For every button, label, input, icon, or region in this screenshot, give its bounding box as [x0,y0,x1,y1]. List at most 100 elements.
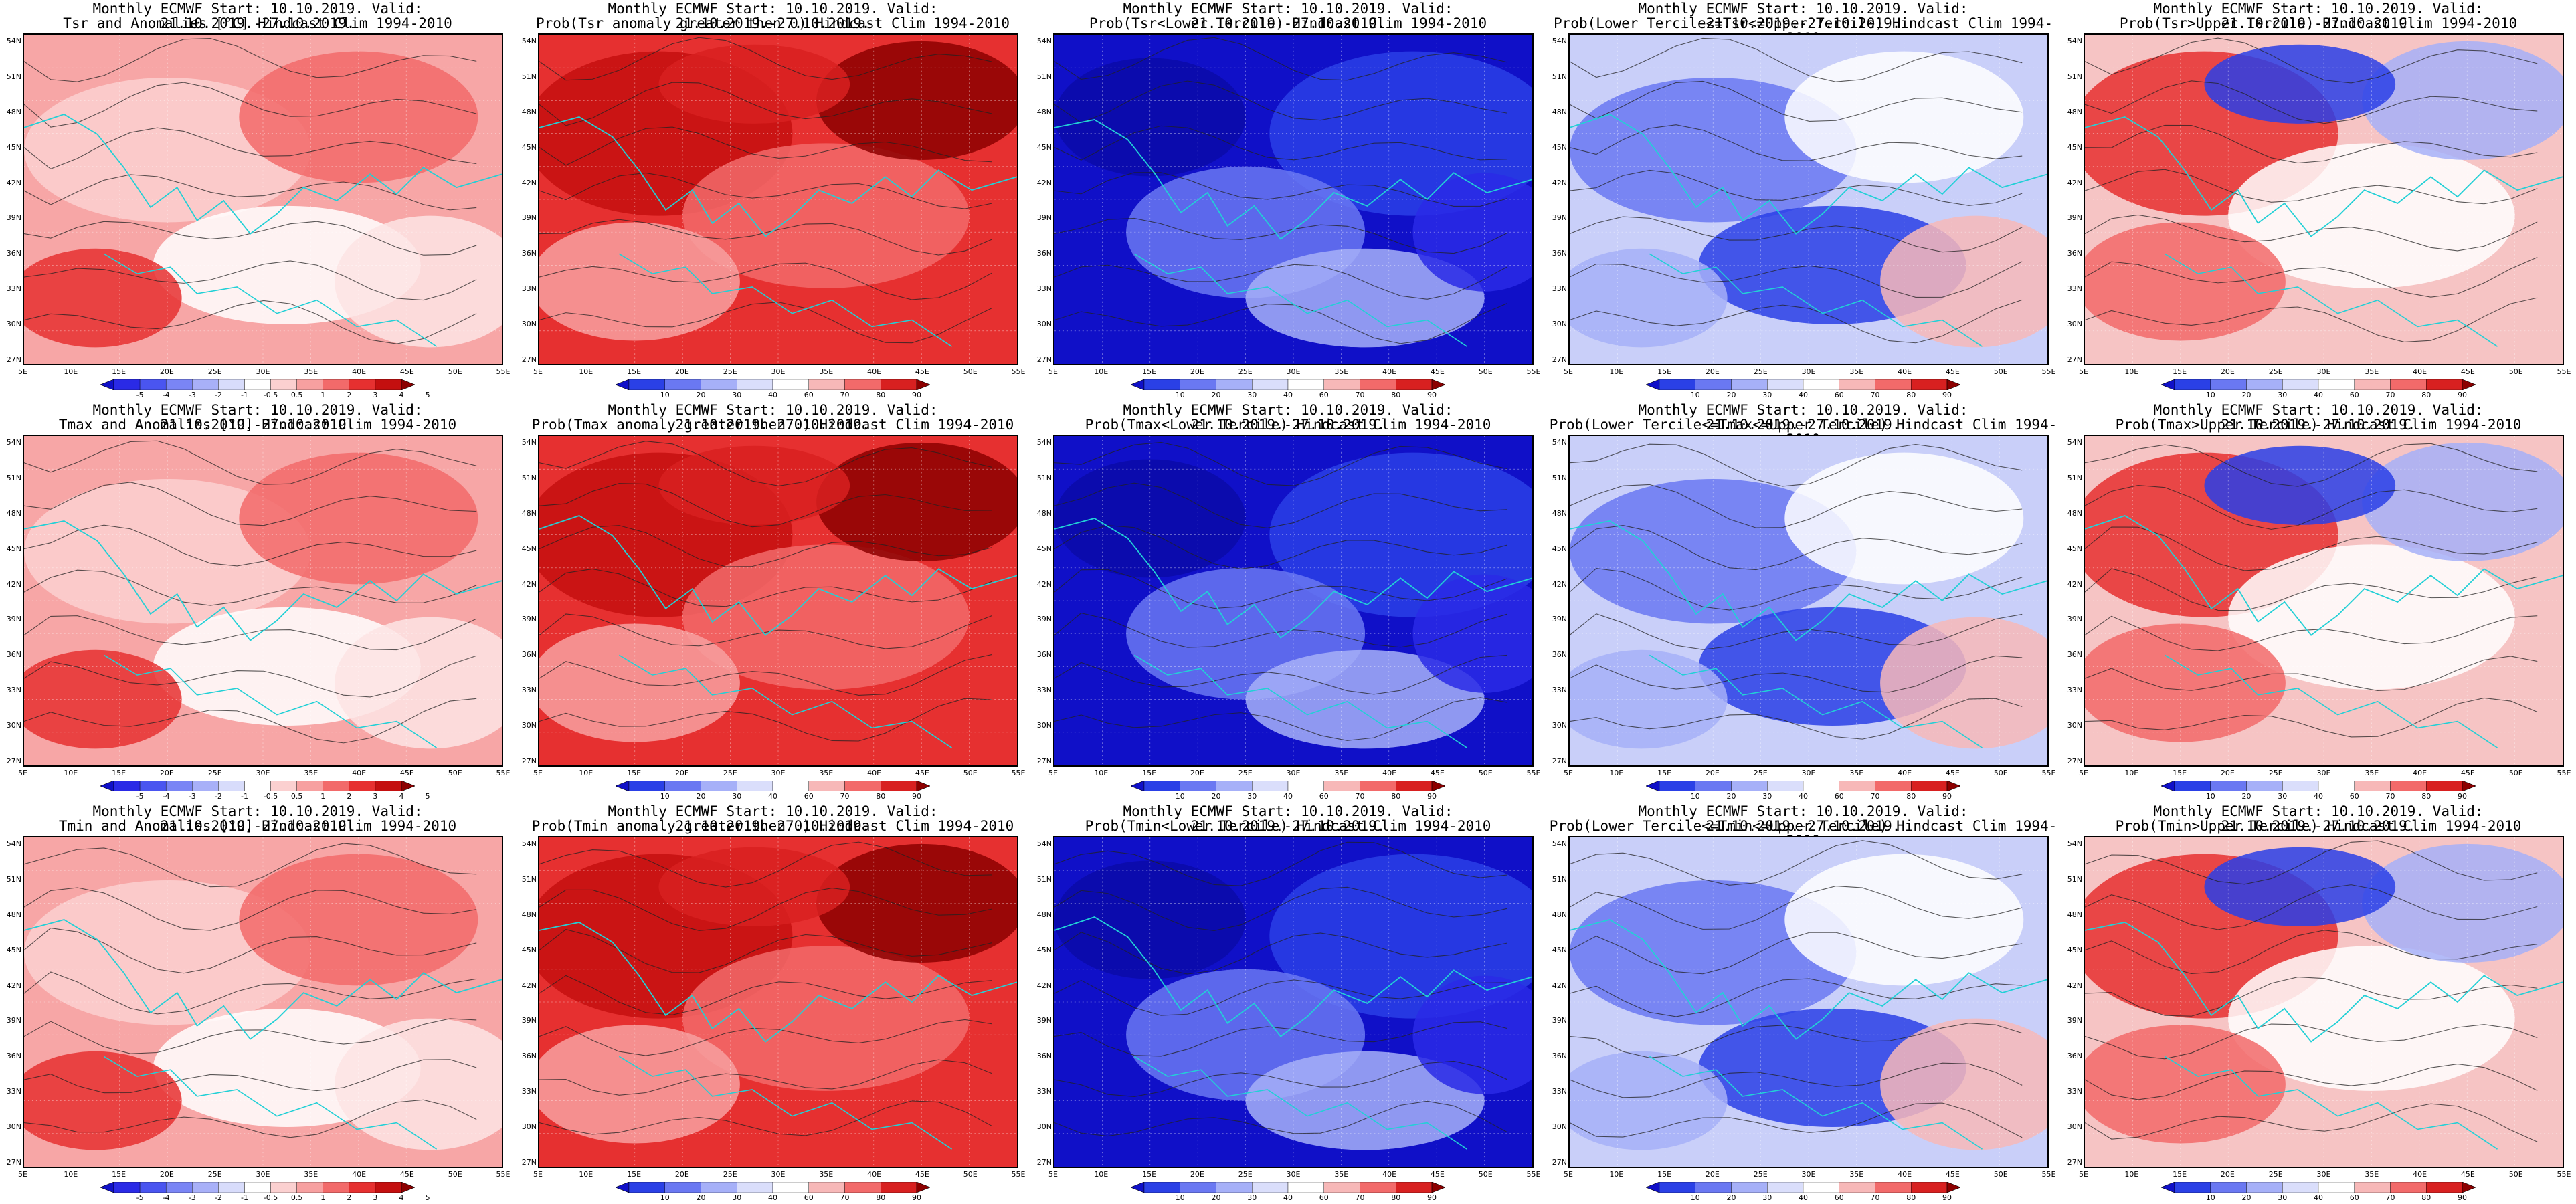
lat-tick-label: 48N [2067,508,2082,518]
colorbar-label: 1 [320,792,326,801]
colorbar-segment [375,781,402,791]
colorbar-label: 60 [804,1193,814,1202]
colorbar-label: 60 [2349,391,2359,399]
shaded-region [1269,452,1532,617]
lon-tick-label: 20E [1705,1170,1720,1179]
contour-line [2085,615,2538,651]
shaded-region [239,854,478,986]
lon-tick-label: 45E [2460,367,2475,376]
colorbar-label: -2 [214,792,222,801]
lon-tick-label: 25E [2268,367,2283,376]
lon-tick-label: 45E [1430,769,1445,777]
lat-tick-label: 33N [521,1087,537,1096]
colorbar-segment [844,781,881,791]
colorbar-label: 20 [2241,391,2251,399]
lat-tick-label: 36N [2067,249,2082,258]
colorbar-segment [1803,379,1839,390]
lat-tick-label: 42N [521,579,537,589]
lon-tick-label: 35E [2365,769,2379,777]
colorbar-label: 30 [1247,792,1257,801]
colorbar-segment [772,379,809,390]
lon-tick-label: 40E [352,769,367,777]
colorbar-segment [701,781,737,791]
lon-tick-label: 40E [2413,1170,2427,1179]
panel-title-line2: Prob(Tmax anomaly greater then 0) Hindca… [531,417,1014,433]
colorbar-segment [1731,1182,1768,1193]
colorbar-label: -0.5 [263,792,278,801]
colorbar-label: 40 [768,1193,777,1202]
contour-line [539,888,992,931]
coastline [539,116,1017,237]
lat-tick-label: 33N [2067,1087,2082,1096]
colorbar-label: 40 [1799,1193,1808,1202]
colorbar-label: 1 [320,391,326,399]
lat-tick-label: 54N [1036,37,1052,45]
lon-tick-label: 50E [2508,769,2523,777]
lon-tick-label: 25E [723,769,737,777]
colorbar-label: 30 [732,792,742,801]
colorbar-segment [2246,781,2283,791]
panel-title-line1: Monthly ECMWF Start: 10.10.2019. Valid: … [92,1,423,31]
colorbar-segment [375,379,402,390]
colorbar-label: 80 [2421,792,2431,801]
lon-tick-label: 15E [1657,367,1672,376]
lon-tick-label: 30E [771,1170,786,1179]
colorbar-label: 90 [1427,792,1437,801]
colorbar-arrow-high [1946,781,1960,791]
lon-tick-label: 55E [2557,367,2571,376]
contour-line [1054,264,1507,300]
shaded-region [1269,51,1532,216]
lat-tick-label: 54N [521,438,537,447]
contour-line [1054,303,1507,344]
lat-tick-label: 54N [1552,37,1567,45]
lon-tick-label: 40E [1898,367,1912,376]
lat-tick-label: 48N [1036,910,1052,919]
shaded-region [658,44,850,124]
lon-tick-label: 15E [2173,1170,2187,1179]
colorbar-segment [2282,379,2319,390]
colorbar-segment [1360,1182,1396,1193]
lon-tick-label: 30E [1286,769,1301,777]
lon-tick-label: 10E [579,1170,593,1179]
lat-tick-label: 51N [6,72,21,81]
contour-line [1570,261,2023,298]
colorbar-segment [1396,379,1433,390]
lat-tick-label: 42N [1036,579,1052,589]
panel-title-line1: Monthly ECMWF Start: 10.10.2019. Valid: … [2153,402,2484,433]
colorbar-segment [139,781,167,791]
contour-line [2085,214,2538,252]
colorbar-label: -1 [240,792,248,801]
lon-tick-label: 20E [159,367,174,376]
shaded-region [682,143,970,288]
shaded-region [1570,880,1857,1025]
colorbar-label: 30 [1762,391,1772,399]
coastline [24,520,502,641]
colorbar-segment [349,781,376,791]
lat-tick-label: 27N [1552,757,1567,765]
colorbar-label: 90 [912,391,921,399]
coastline [618,1056,952,1150]
colorbar-segment [664,781,701,791]
lat-tick-label: 42N [2067,981,2082,990]
contour-line [2085,568,2538,611]
colorbar-segment [113,1182,141,1193]
lat-tick-label: 39N [1552,213,1567,223]
colorbar-label: 30 [1247,391,1257,399]
shaded-region [1570,1051,1728,1150]
shaded-region [1570,649,1728,749]
lat-tick-label: 36N [1552,650,1567,660]
lat-tick-label: 30N [6,1122,21,1132]
contour-line [1570,80,2023,122]
lat-tick-label: 30N [1552,1122,1567,1132]
contour-line [539,975,992,1015]
lat-tick-label: 33N [1036,1087,1052,1096]
lon-tick-label: 50E [448,367,462,376]
contour-line [1054,613,1507,648]
colorbar-segment [2174,379,2211,390]
colorbar [2161,781,2476,791]
lon-tick-label: 45E [915,1170,929,1179]
lon-tick-label: 20E [1190,769,1204,777]
lat-tick-label: 42N [6,178,21,187]
colorbar-label: 80 [1906,391,1916,399]
contour-line [1054,125,1507,161]
